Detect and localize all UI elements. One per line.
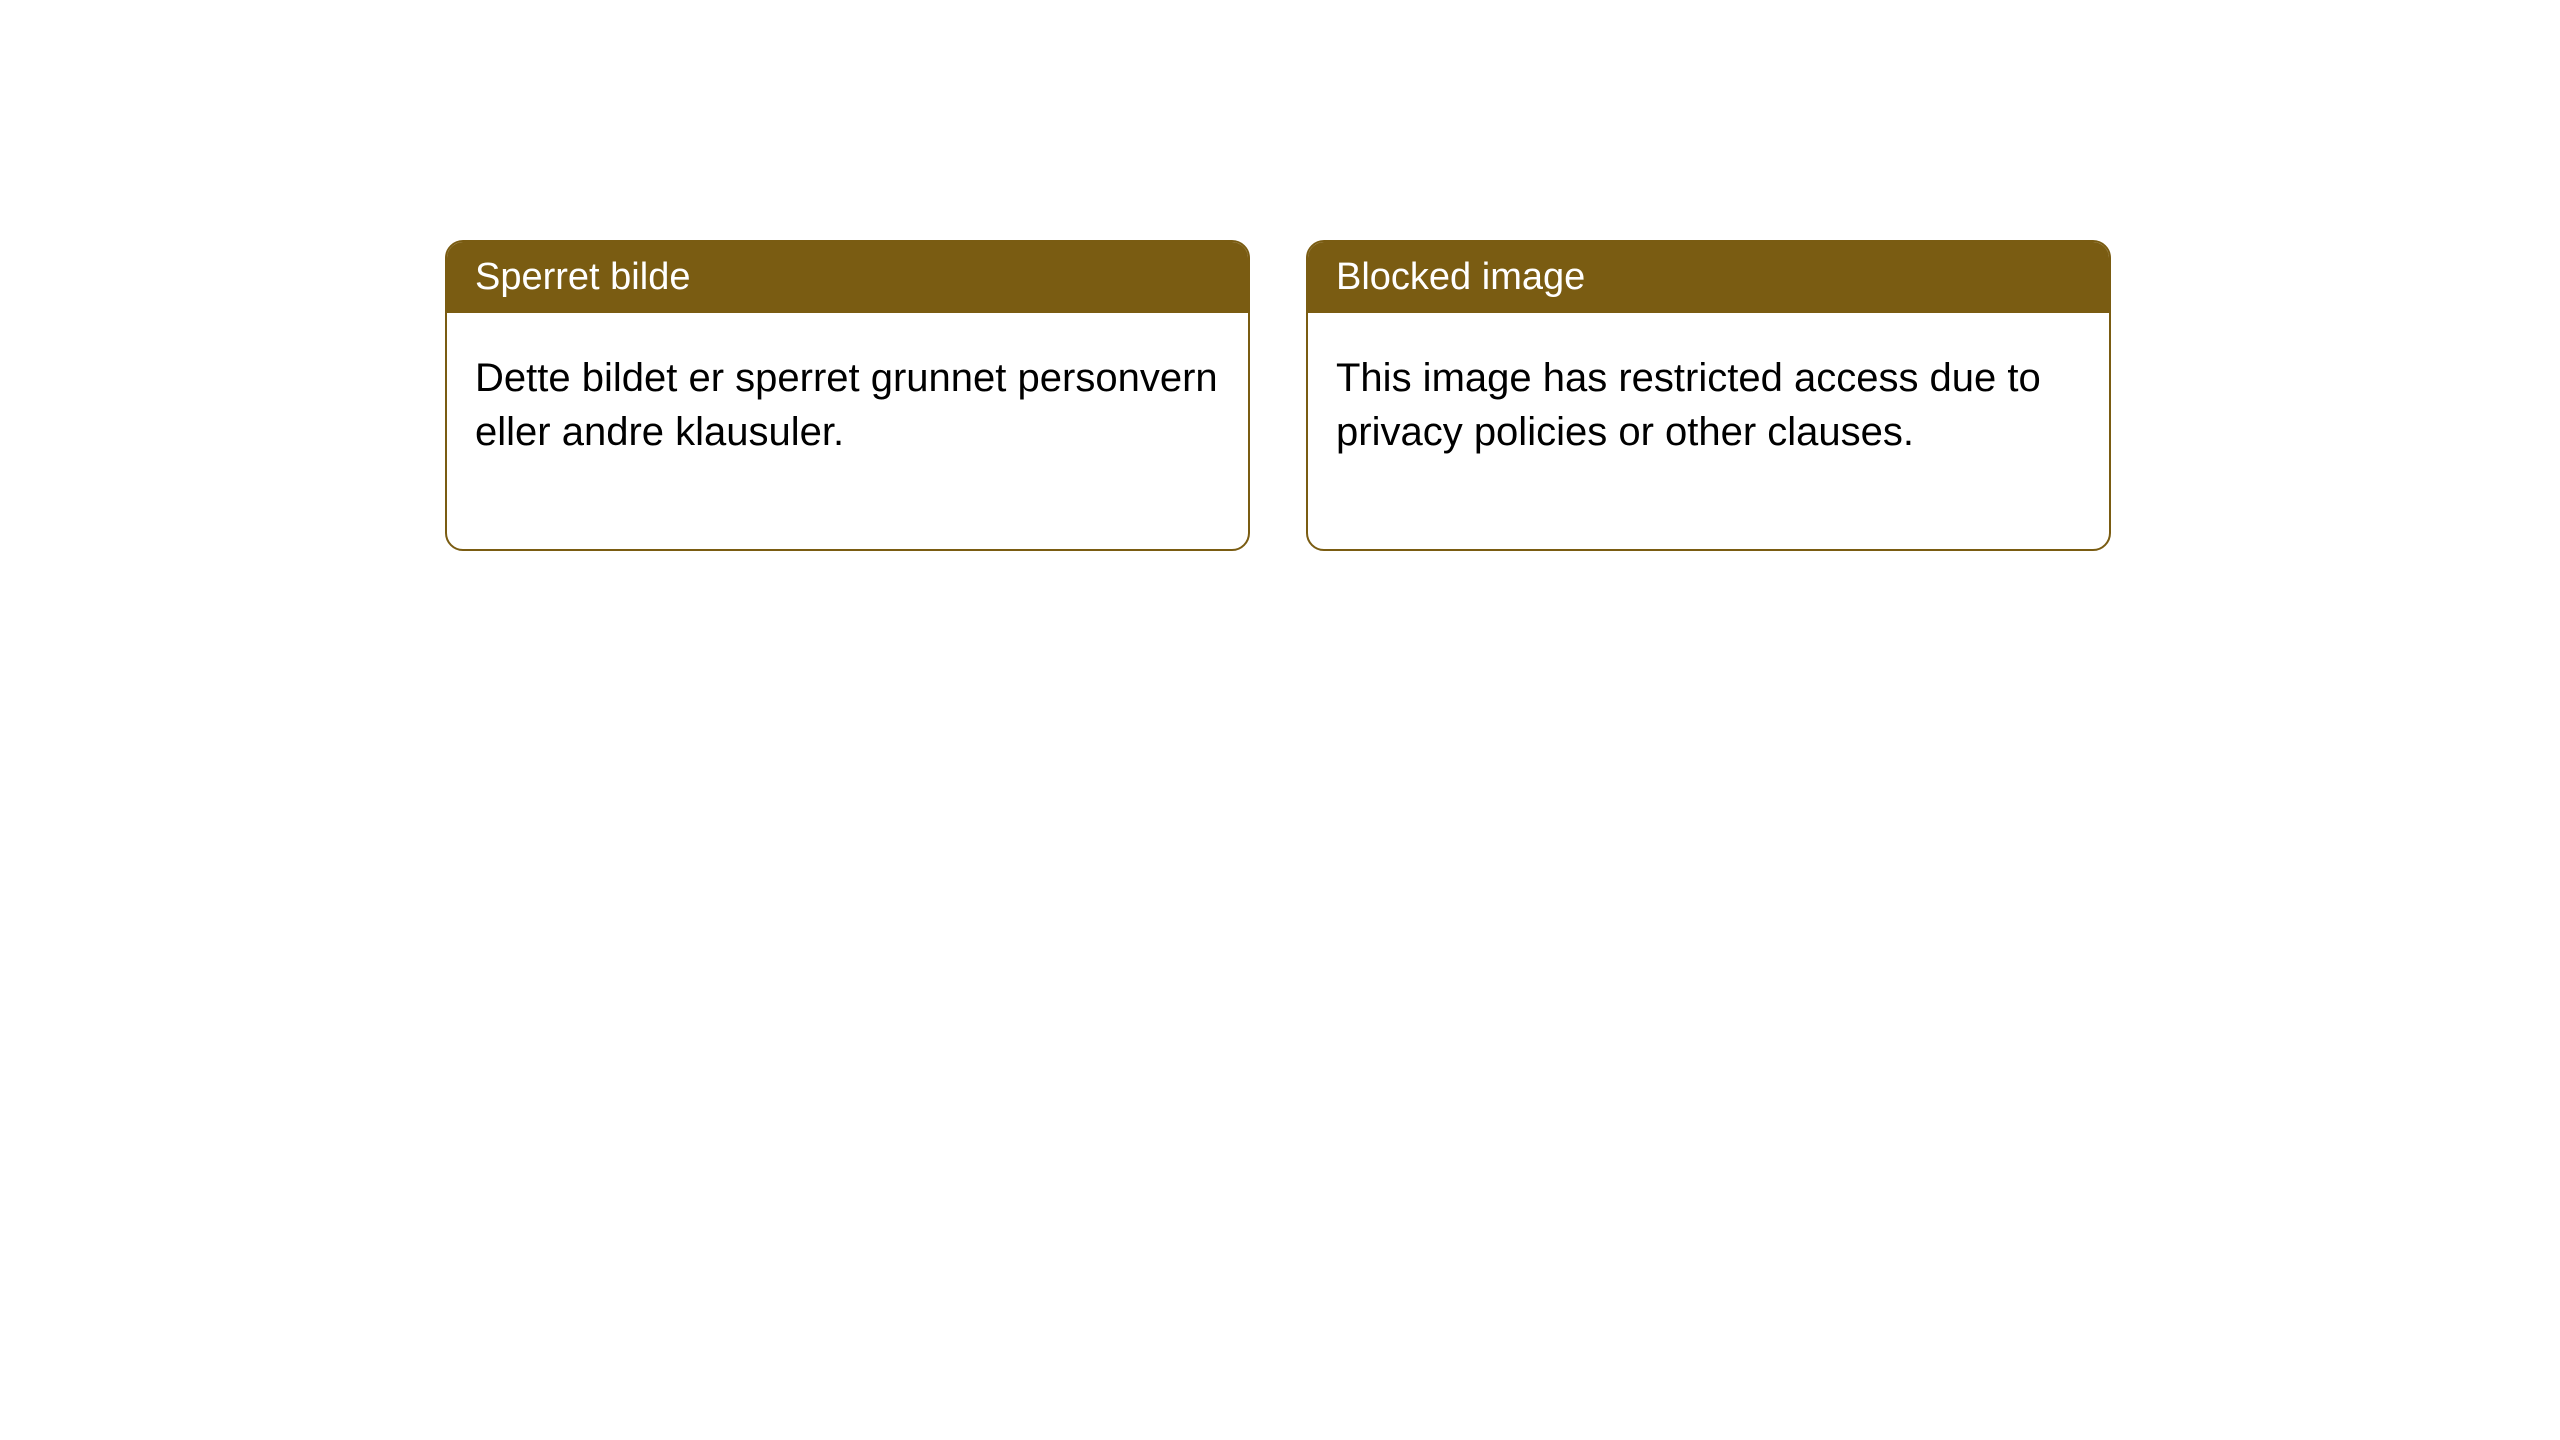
card-body-no: Dette bildet er sperret grunnet personve… [447,313,1248,549]
blocked-image-card-no: Sperret bilde Dette bildet er sperret gr… [445,240,1250,551]
card-header-no: Sperret bilde [447,242,1248,313]
card-body-en: This image has restricted access due to … [1308,313,2109,549]
notice-container: Sperret bilde Dette bildet er sperret gr… [445,240,2111,551]
card-header-en: Blocked image [1308,242,2109,313]
blocked-image-card-en: Blocked image This image has restricted … [1306,240,2111,551]
